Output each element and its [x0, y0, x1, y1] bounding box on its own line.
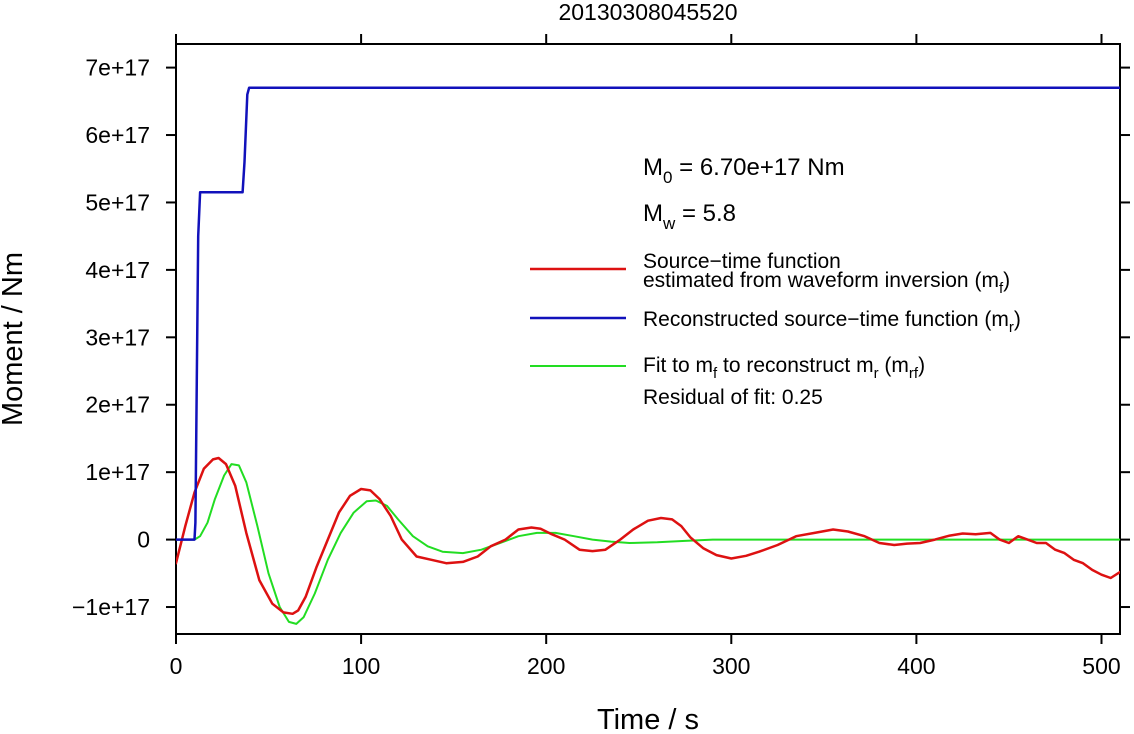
x-tick-label: 300: [712, 653, 750, 679]
y-tick-label: 7e+17: [85, 55, 150, 81]
seismic-moment-annotation: M0 = 6.70e+17 Nm: [643, 154, 845, 187]
x-tick-label: 500: [1082, 653, 1120, 679]
x-axis-ticks: 0 100 200 300 400 500: [170, 34, 1121, 679]
x-tick-label: 400: [897, 653, 935, 679]
y-tick-label: 5e+17: [85, 189, 150, 215]
x-axis-title: Time / s: [597, 704, 699, 734]
y-tick-label: 2e+17: [85, 392, 150, 418]
series-line-reconstructed: [176, 86, 1120, 541]
series-line-source-time-function: [176, 456, 1120, 616]
y-axis-title: Moment / Nm: [0, 252, 29, 426]
y-tick-label: 1e+17: [85, 459, 150, 485]
series-layer: [176, 86, 1120, 625]
moment-magnitude-annotation: Mw = 5.8: [643, 200, 736, 233]
y-tick-label: 3e+17: [85, 324, 150, 350]
legend-label-red-line2: estimated from waveform inversion (mf): [643, 269, 1010, 297]
y-tick-label: 6e+17: [85, 122, 150, 148]
legend-label-blue: Reconstructed source−time function (mr): [643, 308, 1021, 336]
chart-title: 20130308045520: [558, 0, 737, 25]
x-tick-label: 0: [170, 653, 183, 679]
y-axis-ticks: −1e+17 0 1e+17 2e+17 3e+17 4e+17 5e+17 6e+17 7e+…: [72, 55, 1130, 620]
y-tick-label: 4e+17: [85, 257, 150, 283]
x-tick-label: 200: [527, 653, 565, 679]
legend: Source−time function estimated from wave…: [530, 250, 1021, 409]
plot-frame: [175, 43, 1121, 635]
legend-label-red-line1: Source−time function: [643, 250, 841, 273]
y-tick-label: 0: [137, 527, 150, 553]
series-line-fit: [176, 463, 1120, 625]
x-tick-label: 100: [342, 653, 380, 679]
residual-annotation: Residual of fit: 0.25: [643, 386, 823, 409]
legend-label-green: Fit to mf to reconstruct mr (mrf): [643, 354, 925, 382]
y-tick-label: −1e+17: [72, 594, 150, 620]
